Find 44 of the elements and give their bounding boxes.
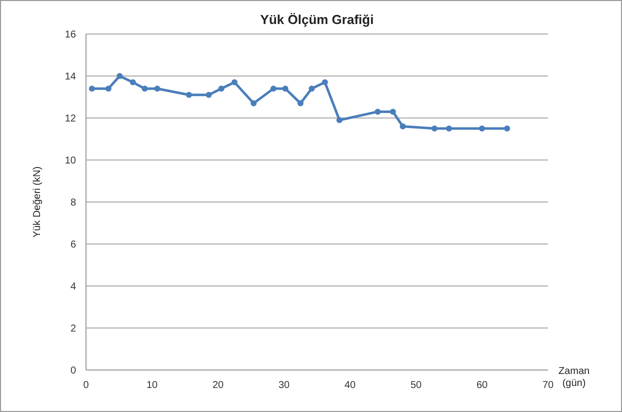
point bbox=[504, 126, 510, 132]
point bbox=[142, 86, 148, 92]
x-tick-label: 30 bbox=[278, 380, 290, 391]
x-tick-label: 10 bbox=[146, 380, 158, 391]
y-tick-label: 2 bbox=[70, 324, 76, 334]
x-tick-label: 0 bbox=[83, 380, 90, 391]
point bbox=[116, 73, 123, 79]
x-tick-label: 70 bbox=[542, 380, 554, 391]
point bbox=[105, 86, 112, 92]
point bbox=[270, 86, 276, 92]
y-tick-label: 4 bbox=[70, 282, 76, 292]
point bbox=[446, 126, 452, 132]
point bbox=[308, 86, 315, 92]
y-tick-label: 10 bbox=[64, 156, 76, 166]
y-axis-title: Yük Değeri (kN) bbox=[32, 166, 43, 238]
point bbox=[206, 92, 212, 98]
y-tick-label: 14 bbox=[64, 72, 76, 82]
point bbox=[154, 86, 160, 92]
point bbox=[298, 100, 304, 106]
point bbox=[186, 92, 192, 98]
point bbox=[88, 86, 95, 92]
x-tick-label: 20 bbox=[212, 380, 224, 391]
point bbox=[232, 79, 238, 86]
x-tick-label: 50 bbox=[410, 380, 422, 391]
y-tick-label: 0 bbox=[70, 366, 76, 376]
point bbox=[479, 126, 485, 132]
point bbox=[400, 123, 406, 130]
point bbox=[322, 79, 328, 86]
point bbox=[282, 86, 288, 92]
y-tick-label: 16 bbox=[64, 30, 76, 40]
point bbox=[390, 108, 396, 115]
x-tick-label: 40 bbox=[344, 380, 356, 391]
point bbox=[218, 86, 224, 92]
y-tick-label: 8 bbox=[70, 198, 76, 208]
x-axis-title: Zaman (gün) bbox=[558, 366, 590, 389]
chart-title: Yük Ölçüm Grafiği bbox=[260, 12, 374, 27]
point bbox=[250, 100, 257, 106]
x-tick-label: 60 bbox=[476, 380, 488, 391]
point bbox=[431, 126, 438, 132]
y-tick-label: 12 bbox=[64, 114, 76, 124]
point bbox=[374, 108, 381, 115]
point bbox=[130, 79, 136, 86]
point bbox=[336, 117, 342, 124]
y-tick-label: 6 bbox=[70, 240, 76, 250]
